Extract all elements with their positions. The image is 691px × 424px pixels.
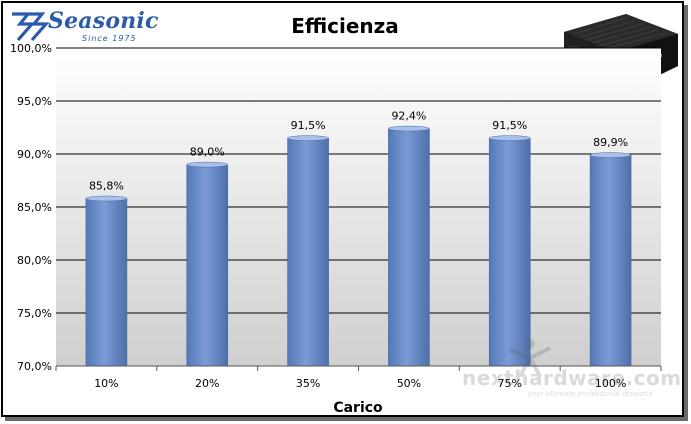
y-tick-label: 80,0% xyxy=(17,254,52,267)
bar-group: 89,9% xyxy=(589,136,632,367)
bar-group: 91,5% xyxy=(488,119,531,367)
x-tick-label: 100% xyxy=(595,377,626,390)
logo-since: Since 1975 xyxy=(82,34,137,43)
bar xyxy=(488,137,531,367)
bar-group: 92,4% xyxy=(388,110,430,367)
bar-value-label: 85,8% xyxy=(89,180,124,193)
x-axis-label: Carico xyxy=(333,400,383,416)
bar xyxy=(287,137,329,367)
logo-brand: Seasonic xyxy=(48,8,159,34)
bar-group: 85,8% xyxy=(85,180,128,367)
bar-top xyxy=(85,195,128,202)
y-tick-label: 90,0% xyxy=(17,148,52,161)
y-tick-label: 100,0% xyxy=(10,42,52,55)
bar-group: 91,5% xyxy=(287,119,329,367)
y-tick-label: 70,0% xyxy=(17,360,52,373)
bar-top xyxy=(287,135,329,141)
bar-top xyxy=(489,135,531,141)
bar-value-label: 89,0% xyxy=(190,146,225,159)
bar-value-label: 91,5% xyxy=(291,119,326,132)
bar-value-label: 91,5% xyxy=(492,119,527,132)
x-tick-label: 75% xyxy=(498,377,522,390)
x-axis-ticks: 10% 20% 35% 50% 75% 100% xyxy=(55,366,662,390)
bar xyxy=(589,154,632,367)
bar-value-label: 92,4% xyxy=(391,110,426,123)
x-tick-label: 50% xyxy=(397,377,421,390)
chart-title: Efficienza xyxy=(291,14,399,38)
x-tick-label: 35% xyxy=(296,377,320,390)
bar-value-label: 89,9% xyxy=(593,136,628,149)
x-tick-label: 20% xyxy=(195,377,219,390)
bar xyxy=(388,128,430,367)
y-tick-label: 95,0% xyxy=(17,95,52,108)
x-tick-label: 10% xyxy=(94,377,118,390)
bar-top xyxy=(388,125,430,132)
y-tick-label: 85,0% xyxy=(17,201,52,214)
bars: 85,8% 89,0% 91,5% 92,4% 91,5% 89,9% xyxy=(85,110,632,367)
y-axis-ticks: 70,0% 75,0% 80,0% 85,0% 90,0% 95,0% 100,0% xyxy=(10,42,52,373)
bar-top xyxy=(186,161,228,168)
seasonic-s-icon xyxy=(12,12,50,42)
bar xyxy=(85,198,128,367)
bar-group: 89,0% xyxy=(186,146,229,367)
seasonic-logo: Seasonic Since 1975 xyxy=(6,8,166,48)
bar-top xyxy=(589,152,632,158)
bar xyxy=(186,164,229,367)
y-tick-label: 75,0% xyxy=(17,307,52,320)
